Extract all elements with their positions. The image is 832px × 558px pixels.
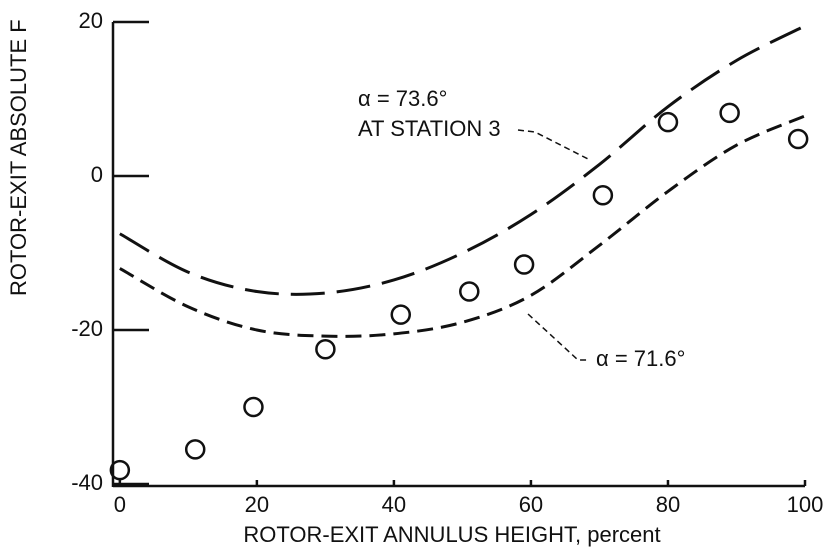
x-tick-label: 80 [656, 492, 680, 517]
curve [119, 24, 806, 296]
x-tick-label: 0 [114, 492, 126, 517]
data-point [787, 128, 809, 150]
x-tick-label: 60 [519, 492, 543, 517]
curve [119, 114, 806, 338]
data-point [243, 396, 264, 418]
data-point [719, 102, 740, 124]
data-point [109, 459, 131, 481]
y-tick-label: 0 [91, 162, 103, 187]
x-tick-label: 100 [787, 492, 824, 517]
annotation: α = 73.6° [358, 86, 447, 111]
leader-line [527, 313, 590, 361]
data-point [315, 339, 336, 360]
data-point [459, 281, 480, 302]
leader-line [517, 129, 591, 161]
y-axis-label: ROTOR-EXIT ABSOLUTE F [6, 19, 31, 296]
annotation: α = 71.6° [596, 346, 685, 371]
data-point [513, 254, 535, 275]
data-point [184, 439, 206, 460]
x-tick-label: 20 [245, 492, 269, 517]
data-point [390, 304, 412, 325]
data-point [592, 185, 614, 206]
y-tick-label: -20 [71, 316, 103, 341]
y-tick-label: -40 [71, 470, 103, 495]
data-point [657, 111, 679, 133]
x-tick-label: 40 [382, 492, 406, 517]
y-tick-label: 20 [79, 8, 103, 33]
annotation: AT STATION 3 [358, 116, 501, 141]
x-axis-label: ROTOR-EXIT ANNULUS HEIGHT, percent [243, 522, 660, 547]
